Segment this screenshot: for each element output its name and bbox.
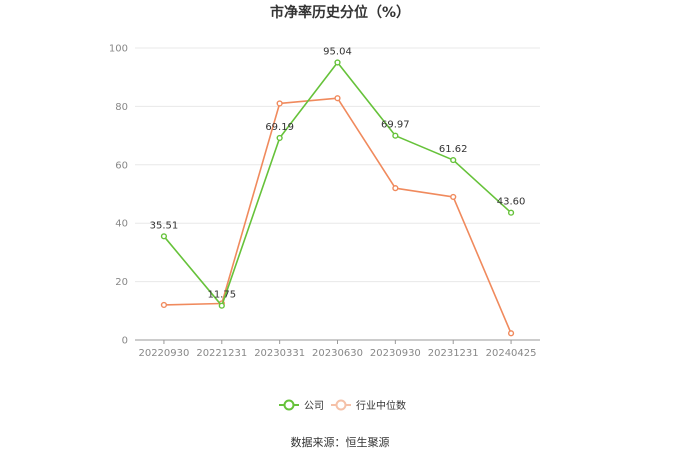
x-tick-label: 20230331: [254, 348, 305, 359]
data-label: 11.75: [207, 290, 236, 301]
series-layer: [160, 59, 515, 337]
legend-industry-marker: [335, 399, 347, 411]
data-label: 61.62: [439, 144, 468, 155]
legend-item-industry[interactable]: 行业中位数: [331, 399, 406, 412]
series-0-point[interactable]: [392, 132, 399, 139]
y-tick-label: 80: [115, 102, 128, 113]
y-tick-label: 0: [122, 336, 128, 347]
x-tick-label: 20231231: [428, 348, 479, 359]
legend-company-label: 公司: [304, 401, 324, 412]
legend-item-company[interactable]: 公司: [279, 399, 324, 413]
x-tick-label: 20230630: [312, 348, 363, 359]
x-tick-label: 20220930: [138, 348, 189, 359]
series-1-point[interactable]: [507, 330, 515, 337]
series-0-point[interactable]: [507, 209, 515, 216]
series-0-point[interactable]: [450, 156, 457, 164]
series-0-point[interactable]: [334, 59, 341, 66]
data-label: 35.51: [150, 220, 179, 231]
series-0-point[interactable]: [276, 134, 283, 142]
data-labels: 35.51 11.75 69.19 95.04 69.97 61.62 43.60: [150, 46, 526, 300]
data-label: 43.60: [497, 197, 526, 208]
series-1-point[interactable]: [450, 193, 457, 201]
source-note: 数据来源：恒生聚源: [291, 435, 390, 449]
legend: 公司 行业中位数: [279, 399, 406, 412]
series-0-point[interactable]: [160, 233, 168, 240]
grid: [135, 47, 540, 283]
legend-industry-label: 行业中位数: [356, 399, 406, 412]
series-0-point[interactable]: [218, 302, 225, 309]
series-1-point[interactable]: [334, 95, 341, 102]
x-tick-label: 20230930: [370, 348, 421, 359]
series-1-point[interactable]: [160, 301, 168, 309]
x-tick-label: 20240425: [486, 348, 537, 359]
series-1-point[interactable]: [392, 185, 399, 192]
y-tick-label: 40: [115, 219, 128, 230]
data-label: 69.97: [381, 120, 410, 131]
y-tick-label: 60: [115, 160, 128, 171]
data-label: 95.04: [323, 46, 352, 57]
y-tick-label: 20: [115, 277, 128, 288]
axes: 0 20 40 60 80 100 20220930 20221231 20230331 2023…: [109, 44, 540, 359]
series-1-point[interactable]: [276, 100, 283, 107]
data-label: 69.19: [265, 122, 294, 133]
y-tick-label: 100: [109, 44, 128, 55]
legend-company-marker: [283, 399, 295, 411]
chart-title: 市净率历史分位（%）: [270, 4, 410, 21]
x-tick-label: 20221231: [196, 348, 247, 359]
